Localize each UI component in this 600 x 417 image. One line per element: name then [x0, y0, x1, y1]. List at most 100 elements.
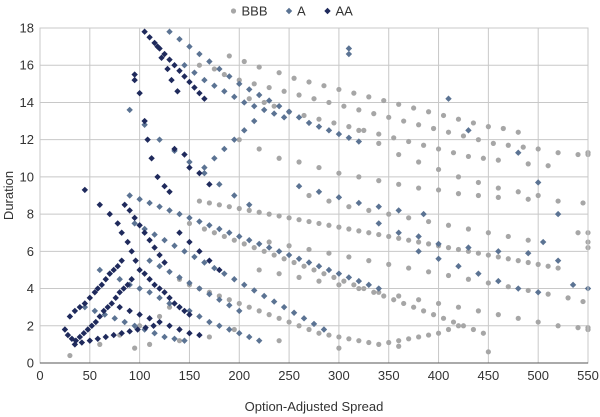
data-point-bbb	[326, 250, 332, 256]
data-point-bbb	[321, 271, 327, 277]
data-point-aa	[186, 78, 193, 86]
data-point-bbb	[306, 79, 312, 85]
data-point-a	[415, 233, 422, 240]
data-point-aa	[196, 89, 203, 97]
x-tick-label: 300	[328, 368, 350, 383]
data-point-bbb	[221, 233, 227, 240]
data-point-bbb	[416, 297, 422, 303]
legend-marker-a	[285, 7, 293, 15]
data-point-bbb	[356, 228, 362, 234]
data-point-bbb	[67, 352, 73, 359]
data-point-a	[146, 199, 153, 207]
data-point-a	[355, 138, 363, 145]
data-point-bbb	[485, 349, 491, 355]
data-point-bbb	[251, 245, 257, 251]
data-point-a	[221, 145, 228, 153]
data-point-bbb	[475, 250, 481, 256]
data-point-bbb	[495, 157, 501, 163]
data-point-a	[216, 65, 223, 73]
data-point-aa	[86, 337, 94, 344]
data-point-a	[246, 236, 253, 244]
data-point-a	[275, 248, 283, 255]
data-point-bbb	[435, 300, 442, 307]
data-point-a	[445, 95, 452, 102]
data-point-a	[206, 290, 213, 298]
data-point-bbb	[470, 326, 477, 333]
data-point-bbb	[376, 131, 382, 137]
data-point-bbb	[231, 237, 237, 243]
data-point-bbb	[535, 146, 541, 152]
data-point-bbb	[266, 239, 272, 245]
data-point-bbb	[236, 137, 242, 143]
data-point-bbb	[256, 64, 262, 70]
x-tick-label: 550	[577, 368, 599, 383]
data-point-a	[241, 99, 248, 106]
data-point-aa	[206, 181, 213, 188]
data-point-aa	[114, 220, 121, 227]
data-point-bbb	[286, 319, 292, 325]
data-point-bbb	[376, 341, 382, 347]
data-point-a	[251, 102, 258, 110]
data-point-a	[241, 281, 248, 289]
data-point-bbb	[475, 137, 481, 143]
data-point-aa	[146, 315, 153, 322]
data-point-bbb	[296, 274, 302, 280]
data-point-a	[320, 326, 328, 333]
data-point-aa	[176, 229, 183, 236]
data-point-bbb	[425, 241, 432, 247]
data-point-a	[325, 266, 333, 274]
data-point-a	[231, 276, 238, 283]
y-axis-title: Duration	[1, 171, 16, 220]
data-point-aa	[186, 311, 193, 318]
data-point-bbb	[401, 300, 407, 307]
data-point-bbb	[336, 334, 342, 340]
data-point-bbb	[505, 284, 511, 290]
data-point-bbb	[475, 308, 481, 314]
data-point-a	[176, 210, 183, 218]
data-point-bbb	[545, 163, 551, 169]
data-point-aa	[91, 289, 98, 296]
data-point-aa	[131, 214, 138, 222]
data-point-aa	[146, 34, 153, 41]
data-point-a	[211, 82, 218, 89]
data-point-aa	[128, 276, 135, 283]
data-point-aa	[124, 281, 131, 289]
data-point-bbb	[460, 323, 467, 329]
data-point-aa	[161, 182, 168, 190]
data-point-a	[196, 313, 203, 320]
data-point-bbb	[266, 211, 272, 217]
data-point-a	[201, 76, 208, 84]
data-point-bbb	[515, 315, 521, 321]
data-point-bbb	[361, 285, 367, 292]
data-point-aa	[116, 289, 123, 296]
data-point-aa	[206, 257, 213, 264]
data-point-bbb	[196, 198, 203, 204]
data-point-bbb	[226, 53, 232, 59]
data-point-bbb	[455, 191, 462, 197]
data-point-bbb	[336, 345, 342, 351]
data-point-aa	[141, 117, 148, 125]
data-point-aa	[216, 266, 223, 274]
data-point-bbb	[366, 339, 372, 346]
data-point-bbb	[386, 211, 392, 217]
data-point-bbb	[520, 144, 526, 150]
data-point-bbb	[356, 127, 362, 133]
data-point-bbb	[580, 200, 586, 206]
data-point-aa	[154, 43, 161, 50]
data-point-bbb	[341, 103, 347, 109]
data-point-a	[181, 337, 188, 344]
data-point-a	[216, 296, 223, 303]
data-point-a	[166, 300, 173, 307]
data-point-aa	[164, 65, 171, 73]
data-point-aa	[102, 333, 109, 341]
data-point-a	[375, 203, 382, 210]
data-point-bbb	[460, 133, 467, 139]
data-point-bbb	[575, 230, 581, 236]
data-point-bbb	[316, 164, 322, 171]
data-point-a	[325, 127, 333, 134]
data-point-a	[216, 225, 223, 233]
data-point-a	[201, 169, 208, 177]
data-point-a	[355, 277, 363, 285]
data-point-bbb	[555, 150, 561, 156]
data-point-aa	[104, 303, 111, 311]
